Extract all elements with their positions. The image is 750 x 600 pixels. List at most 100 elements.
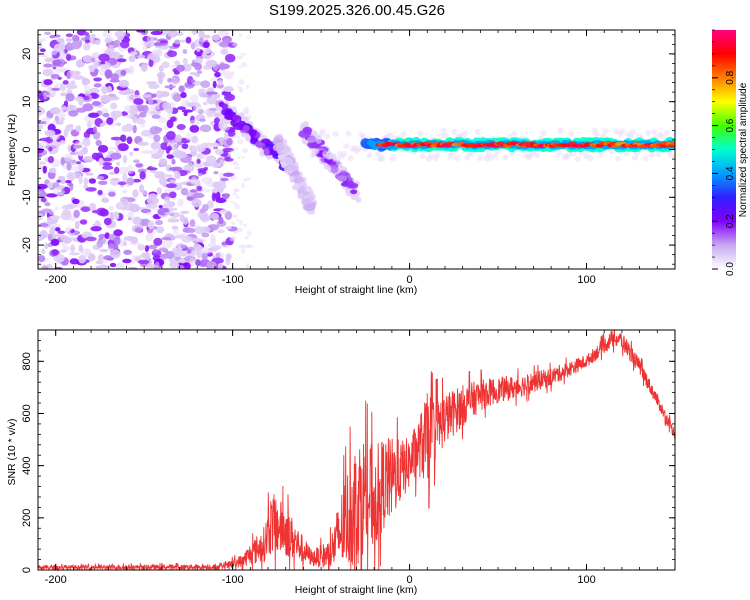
- noise-spot: [164, 212, 173, 216]
- noise-spot: [44, 129, 56, 137]
- noise-spot: [65, 93, 75, 102]
- carrier-halo: [557, 127, 564, 134]
- noise-spot: [153, 134, 161, 143]
- noise-spot: [108, 171, 117, 175]
- noise-spot: [162, 102, 172, 110]
- noise-spot: [197, 37, 206, 43]
- noise-spot: [164, 251, 175, 259]
- noise-spot: [146, 227, 156, 236]
- noise-spot: [50, 238, 60, 247]
- noise-spot: [205, 91, 218, 95]
- noise-spot: [70, 80, 76, 85]
- noise-spot: [189, 124, 200, 133]
- noise-spot: [122, 258, 132, 264]
- noise-spot: [191, 135, 199, 144]
- noise-spot: [107, 85, 112, 93]
- noise-spot: [38, 212, 44, 217]
- carrier-halo: [400, 131, 407, 138]
- noise-spot: [58, 118, 64, 124]
- noise-spot: [82, 55, 93, 63]
- noise-spot: [147, 220, 155, 230]
- noise-spot: [148, 83, 160, 90]
- noise-spot: [50, 226, 56, 230]
- carrier-halo: [663, 129, 670, 136]
- carrier-halo: [612, 128, 619, 135]
- x-tick-label: -200: [45, 274, 67, 286]
- noise-spot: [246, 231, 253, 236]
- noise-spot: [171, 225, 179, 230]
- noise-spot: [110, 102, 118, 110]
- y-tick-label: 400: [21, 456, 33, 474]
- carrier-halo: [668, 152, 675, 159]
- snr-y-ticks: 0 200 400 600 800: [21, 329, 675, 573]
- noise-spot: [239, 219, 243, 226]
- noise-spot: [166, 112, 173, 119]
- noise-spot: [151, 93, 157, 98]
- noise-spot: [101, 197, 110, 203]
- noise-spot: [167, 30, 178, 38]
- noise-spot: [241, 155, 245, 159]
- noise-spot: [83, 177, 89, 186]
- noise-spot: [170, 207, 178, 211]
- branch-halo: [345, 190, 352, 196]
- noise-spot: [43, 79, 53, 86]
- carrier-halo: [379, 155, 386, 162]
- noise-spot: [183, 262, 191, 269]
- noise-spot: [88, 87, 100, 94]
- noise-spot: [121, 124, 132, 132]
- carrier-halo: [602, 128, 609, 134]
- noise-spot: [74, 96, 85, 102]
- noise-spot: [52, 233, 64, 238]
- noise-spot: [47, 234, 53, 242]
- noise-spot: [76, 60, 84, 68]
- noise-spot: [181, 109, 194, 113]
- noise-spot: [108, 191, 116, 197]
- noise-spot: [71, 40, 82, 50]
- carrier-halo: [356, 145, 362, 152]
- branch-spot: [276, 145, 285, 151]
- noise-spot: [158, 116, 167, 124]
- branch-spot: [286, 165, 296, 172]
- carrier-halo: [615, 155, 621, 162]
- noise-spot: [136, 54, 146, 59]
- carrier-halo: [375, 150, 382, 157]
- noise-spot: [232, 160, 238, 166]
- noise-spot: [140, 63, 148, 72]
- noise-spot: [58, 110, 66, 119]
- noise-spot: [236, 229, 242, 232]
- noise-spot: [39, 230, 48, 239]
- noise-spot: [106, 117, 114, 125]
- noise-spot: [144, 245, 150, 253]
- noise-spot: [50, 215, 61, 220]
- noise-spot: [48, 167, 57, 174]
- noise-spot: [199, 118, 206, 122]
- noise-spot: [181, 137, 187, 143]
- colorbar-tick-label: 0.8: [725, 70, 736, 84]
- noise-spot: [110, 110, 123, 118]
- noise-spot: [154, 171, 160, 176]
- noise-spot: [49, 34, 56, 39]
- noise-spot: [246, 244, 254, 248]
- noise-spot: [158, 205, 163, 209]
- noise-spot: [56, 38, 65, 43]
- noise-spot: [140, 129, 152, 137]
- carrier-halo: [440, 127, 447, 134]
- noise-spot: [175, 151, 188, 159]
- noise-spot: [233, 166, 241, 170]
- noise-spot: [219, 62, 226, 71]
- noise-spot: [229, 237, 237, 242]
- noise-spot: [213, 117, 221, 125]
- noise-spot: [213, 93, 221, 99]
- y-tick-label: 600: [21, 404, 33, 422]
- noise-spot: [130, 236, 139, 244]
- noise-spot: [54, 115, 59, 122]
- noise-spot: [72, 198, 80, 205]
- noise-spot: [104, 232, 110, 239]
- noise-spot: [72, 172, 82, 180]
- branch-spot: [304, 203, 316, 211]
- noise-spot: [212, 80, 217, 89]
- noise-spot: [165, 130, 176, 140]
- noise-spot: [189, 257, 196, 267]
- noise-spot: [176, 124, 186, 130]
- noise-spot: [246, 177, 251, 181]
